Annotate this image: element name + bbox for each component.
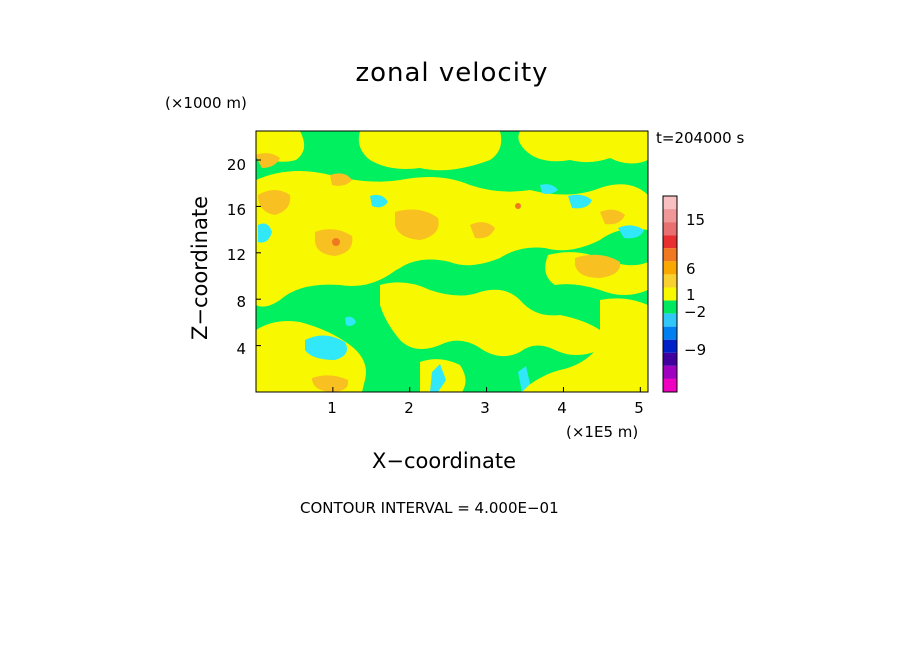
colorbar-swatch [663,196,677,210]
contour-region-moderate-positive [470,222,495,239]
colorbar-swatch [663,287,677,301]
x-tick-label: 1 [327,399,337,417]
contour-region-moderate-positive [600,209,625,225]
contour-region-moderate-positive [258,190,291,215]
colorbar-swatch [663,339,677,353]
contour-region-strong-positive [332,238,340,246]
x-tick-label: 3 [480,399,490,417]
x-tick-label: 5 [634,399,644,417]
colorbar-swatch [663,365,677,379]
y-tick-label: 12 [226,246,246,264]
plot-frame [255,130,649,393]
time-label: t=204000 s [656,129,745,147]
chart-title: zonal velocity [355,58,549,88]
y-tick-label: 4 [236,340,246,358]
contour-region-weak-positive [520,298,648,392]
contour-region-weak-negative [370,194,388,208]
contour-region-moderate-positive [256,153,280,168]
contour-region-weak-positive [518,131,648,164]
contour-region-weak-negative [618,225,644,239]
colorbar-tick-label: 1 [686,286,696,304]
contour-region-weak-negative [540,184,558,194]
y-tick-label: 16 [226,201,246,219]
x-axis-unit: (×1E5 m) [566,423,639,441]
colorbar-swatch [663,378,677,392]
contour-region-moderate-positive [312,375,349,392]
colorbar-swatch [663,313,677,327]
contour-region-weak-positive [256,229,400,307]
x-axis-label: X−coordinate [372,449,516,473]
colorbar-tick-label: −9 [684,341,707,359]
colorbar-swatch [663,248,677,262]
colorbar-swatch [663,261,677,275]
contour-region-weak-negative [518,366,530,392]
colorbar-swatch [663,300,677,314]
colorbar-swatch [663,235,677,249]
y-axis-unit: (×1000 m) [165,94,247,112]
axis-ticks [256,159,641,392]
colorbar-tick-label: 15 [686,211,706,229]
x-tick-label: 4 [557,399,567,417]
contour-region-weak-negative [305,335,348,360]
colorbar-swatch [663,352,677,366]
colorbar-swatch [663,326,677,340]
colorbar-frame [662,195,678,393]
contour-region-weak-negative [430,364,446,392]
contour-region-strong-positive [515,203,521,209]
contour-interval-note: CONTOUR INTERVAL = 4.000E−01 [300,499,559,517]
colorbar-swatch [663,274,677,288]
contour-region-weak-negative [258,223,272,243]
contour-region-moderate-positive [575,254,621,278]
x-tick-label: 2 [404,399,414,417]
colorbar-tick-label: −2 [684,303,707,321]
contour-region-moderate-positive [395,209,439,240]
colorbar-swatch [663,209,677,223]
colorbar [662,195,678,393]
y-tick-label: 20 [226,156,246,174]
contour-field [256,131,648,392]
contour-region-weak-positive [380,282,600,357]
contour-region-weak-negative [345,316,356,326]
contour-region-weak-negative [568,194,592,209]
colorbar-tick-label: 6 [686,260,696,278]
contour-region-moderate-positive [330,173,352,186]
y-tick-label: 8 [236,293,246,311]
colorbar-swatch [663,222,677,236]
contour-region-weak-positive [358,131,502,171]
